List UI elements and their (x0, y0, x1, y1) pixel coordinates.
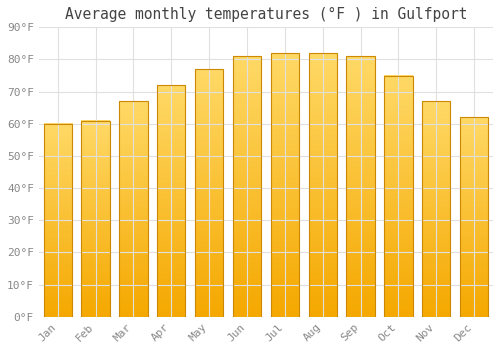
Bar (195, 69, 224, 317)
Bar (157, 85, 186, 317)
Bar (44, 124, 72, 317)
Bar (384, 76, 412, 317)
Bar (346, 56, 375, 317)
Bar (422, 101, 450, 317)
Bar (82, 121, 110, 317)
Bar (308, 53, 337, 317)
Bar (460, 117, 488, 317)
Bar (119, 101, 148, 317)
Bar (233, 56, 261, 317)
Title: Average monthly temperatures (°F ) in Gulfport: Average monthly temperatures (°F ) in Gu… (64, 7, 467, 22)
Bar (270, 53, 299, 317)
